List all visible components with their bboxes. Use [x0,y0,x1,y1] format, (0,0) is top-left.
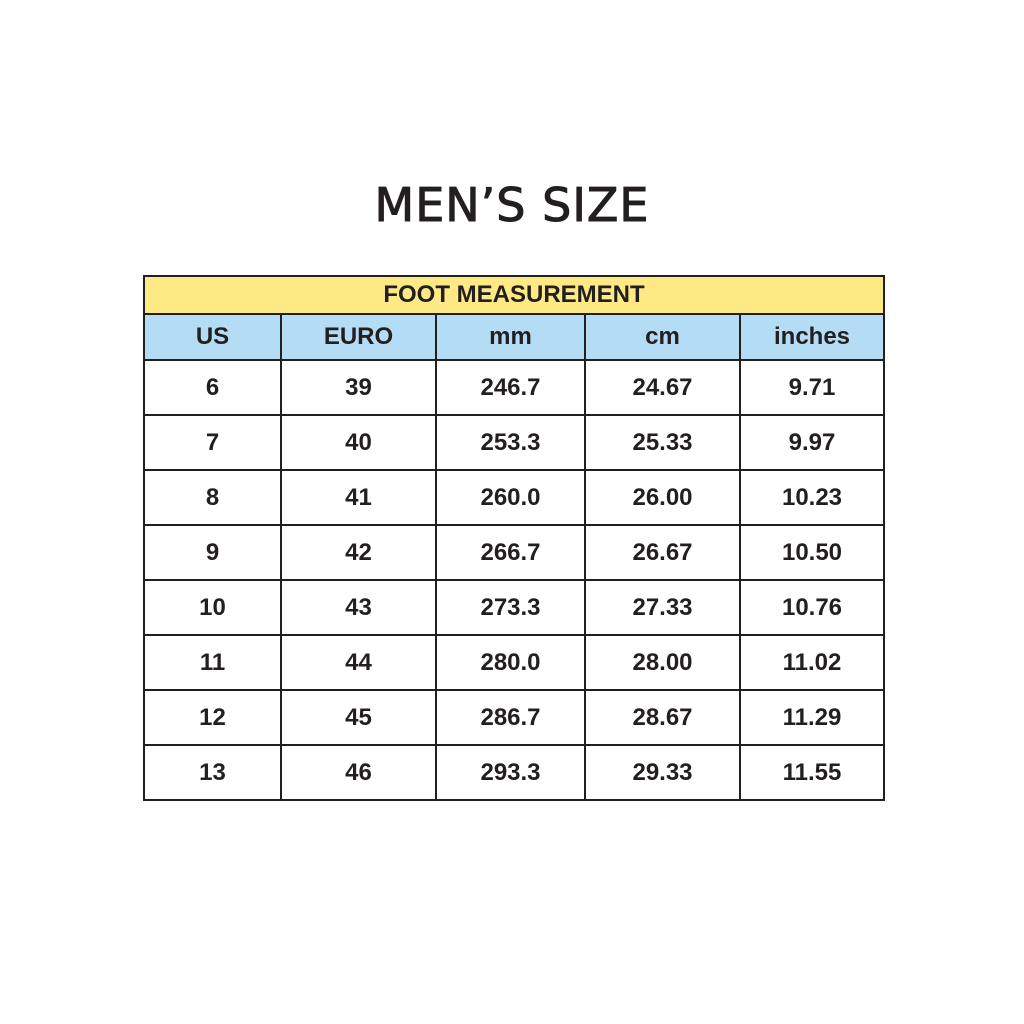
cell-mm: 280.0 [435,634,586,691]
cell-us: 12 [143,689,282,746]
cell-euro: 42 [280,524,437,581]
cell-cm: 27.33 [584,579,741,636]
cell-inches: 9.71 [739,359,885,416]
cell-mm: 266.7 [435,524,586,581]
column-header-euro: EURO [280,313,437,361]
cell-inches: 11.55 [739,744,885,801]
cell-euro: 43 [280,579,437,636]
cell-inches: 10.23 [739,469,885,526]
table-row: 10 43 273.3 27.33 10.76 [143,579,885,636]
cell-inches: 11.29 [739,689,885,746]
cell-mm: 293.3 [435,744,586,801]
cell-mm: 286.7 [435,689,586,746]
cell-inches: 11.02 [739,634,885,691]
cell-mm: 273.3 [435,579,586,636]
table-row: 6 39 246.7 24.67 9.71 [143,359,885,416]
cell-euro: 39 [280,359,437,416]
caption-row: FOOT MEASUREMENT [143,275,885,315]
cell-us: 11 [143,634,282,691]
column-header-inches: inches [739,313,885,361]
column-header-us: US [143,313,282,361]
page-title: MEN’S SIZE [374,178,650,233]
table-row: 12 45 286.7 28.67 11.29 [143,689,885,746]
cell-us: 13 [143,744,282,801]
cell-mm: 260.0 [435,469,586,526]
cell-mm: 253.3 [435,414,586,471]
table-caption: FOOT MEASUREMENT [143,275,885,315]
cell-us: 8 [143,469,282,526]
cell-us: 7 [143,414,282,471]
cell-cm: 24.67 [584,359,741,416]
cell-mm: 246.7 [435,359,586,416]
cell-cm: 26.67 [584,524,741,581]
table-row: 13 46 293.3 29.33 11.55 [143,744,885,801]
column-header-cm: cm [584,313,741,361]
cell-inches: 10.50 [739,524,885,581]
table-row: 8 41 260.0 26.00 10.23 [143,469,885,526]
cell-cm: 29.33 [584,744,741,801]
table-row: 11 44 280.0 28.00 11.02 [143,634,885,691]
cell-us: 9 [143,524,282,581]
cell-euro: 40 [280,414,437,471]
cell-euro: 44 [280,634,437,691]
column-header-mm: mm [435,313,586,361]
cell-cm: 26.00 [584,469,741,526]
cell-us: 6 [143,359,282,416]
cell-us: 10 [143,579,282,636]
cell-euro: 45 [280,689,437,746]
cell-euro: 41 [280,469,437,526]
cell-cm: 25.33 [584,414,741,471]
cell-inches: 10.76 [739,579,885,636]
cell-euro: 46 [280,744,437,801]
cell-cm: 28.00 [584,634,741,691]
cell-inches: 9.97 [739,414,885,471]
header-row: US EURO mm cm inches [143,313,885,361]
table-row: 7 40 253.3 25.33 9.97 [143,414,885,471]
table-row: 9 42 266.7 26.67 10.50 [143,524,885,581]
cell-cm: 28.67 [584,689,741,746]
